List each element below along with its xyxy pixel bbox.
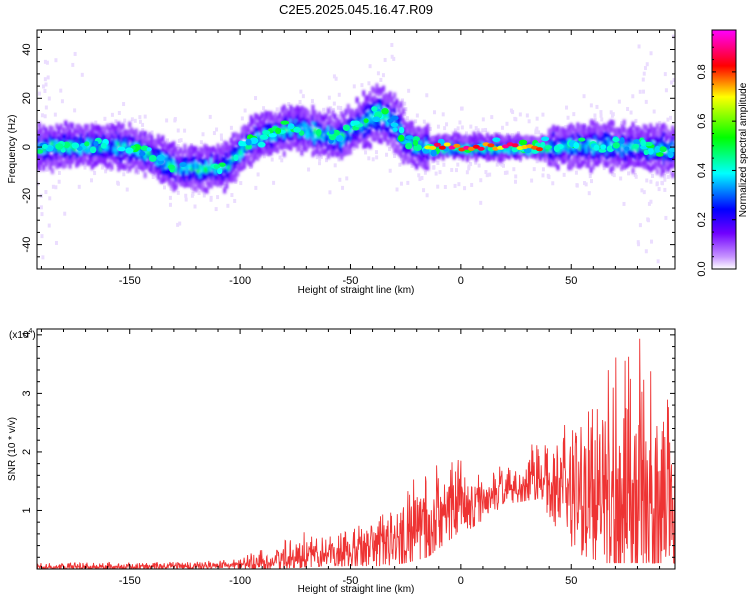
snr-panel: -150 -100 -50 0 50 1 2 3 4 (x104) Height of stra… xyxy=(7,328,676,595)
spectrogram-x-axis-label: Height of straight line (km) xyxy=(298,285,415,296)
snr-plot-area xyxy=(37,329,675,569)
colorbar-frame xyxy=(711,29,737,270)
chart-title: C2E5.2025.045.16.47.R09 xyxy=(279,2,433,17)
spectrogram-frame xyxy=(36,29,676,270)
spectrogram-panel: -150 -100 -50 0 50 -40 -20 0 20 40 Height of stra… xyxy=(7,29,676,296)
spectrogram-axes: -150 -100 -50 0 50 -40 -20 0 20 40 xyxy=(21,30,675,287)
spectrogram-x-tick-label: 50 xyxy=(565,275,577,287)
spectrogram-x-tick-label: -100 xyxy=(229,275,251,287)
colorbar-tick-label: 0.0 xyxy=(696,261,708,276)
snr-axes: -150 -100 -50 0 50 1 2 3 4 xyxy=(21,329,675,587)
spectrogram-peaks xyxy=(37,106,675,175)
spectrogram-x-tick-label: -150 xyxy=(119,275,141,287)
snr-y-tick-label: 1 xyxy=(21,507,33,513)
colorbar-tick-label: 0.8 xyxy=(696,64,708,79)
spectrogram-x-tick-label: 0 xyxy=(458,275,464,287)
spectrogram-y-tick-label: 40 xyxy=(21,43,33,55)
spectrogram-y-tick-label: 20 xyxy=(21,92,33,104)
snr-x-axis-label: Height of straight line (km) xyxy=(298,584,415,595)
snr-line xyxy=(37,338,675,569)
snr-y-tick-label: 4 xyxy=(21,332,33,338)
snr-x-tick-label: -50 xyxy=(343,575,359,587)
colorbar: 0.0 0.2 0.4 0.6 0.8 Normalized spectral ampl… xyxy=(696,29,749,277)
colorbar-tick-label: 0.4 xyxy=(696,163,708,178)
snr-line-series xyxy=(37,338,675,569)
spectrogram-heatmap xyxy=(37,34,675,264)
colorbar-gradient xyxy=(712,30,736,269)
colorbar-tick-label: 0.2 xyxy=(696,212,708,227)
spectrogram-y-tick-label: -20 xyxy=(21,188,33,204)
snr-x-tick-label: 0 xyxy=(458,575,464,587)
spectrogram-x-tick-label: -50 xyxy=(343,275,359,287)
snr-y-multiplier-exponent: 4 xyxy=(28,328,32,335)
snr-x-tick-label: -150 xyxy=(119,575,141,587)
colorbar-ticks: 0.0 0.2 0.4 0.6 0.8 xyxy=(696,34,736,277)
snr-frame xyxy=(36,328,676,570)
snr-y-axis-label: SNR (10 * v/v) xyxy=(7,417,18,481)
colorbar-tick-label: 0.6 xyxy=(696,114,708,129)
spectrogram-y-tick-label: 0 xyxy=(21,144,33,150)
snr-y-multiplier: (x104) xyxy=(9,328,36,341)
snr-y-multiplier-base: (x10 xyxy=(9,330,29,341)
snr-x-tick-label: 50 xyxy=(565,575,577,587)
colorbar-label: Normalized spectral amplitude xyxy=(738,82,749,217)
spectrogram-y-axis-label: Frequency (Hz) xyxy=(7,115,18,184)
spectrogram-y-tick-label: -40 xyxy=(21,237,33,253)
snr-x-tick-label: -100 xyxy=(229,575,251,587)
snr-y-tick-label: 2 xyxy=(21,449,33,455)
snr-y-tick-label: 3 xyxy=(21,390,33,396)
